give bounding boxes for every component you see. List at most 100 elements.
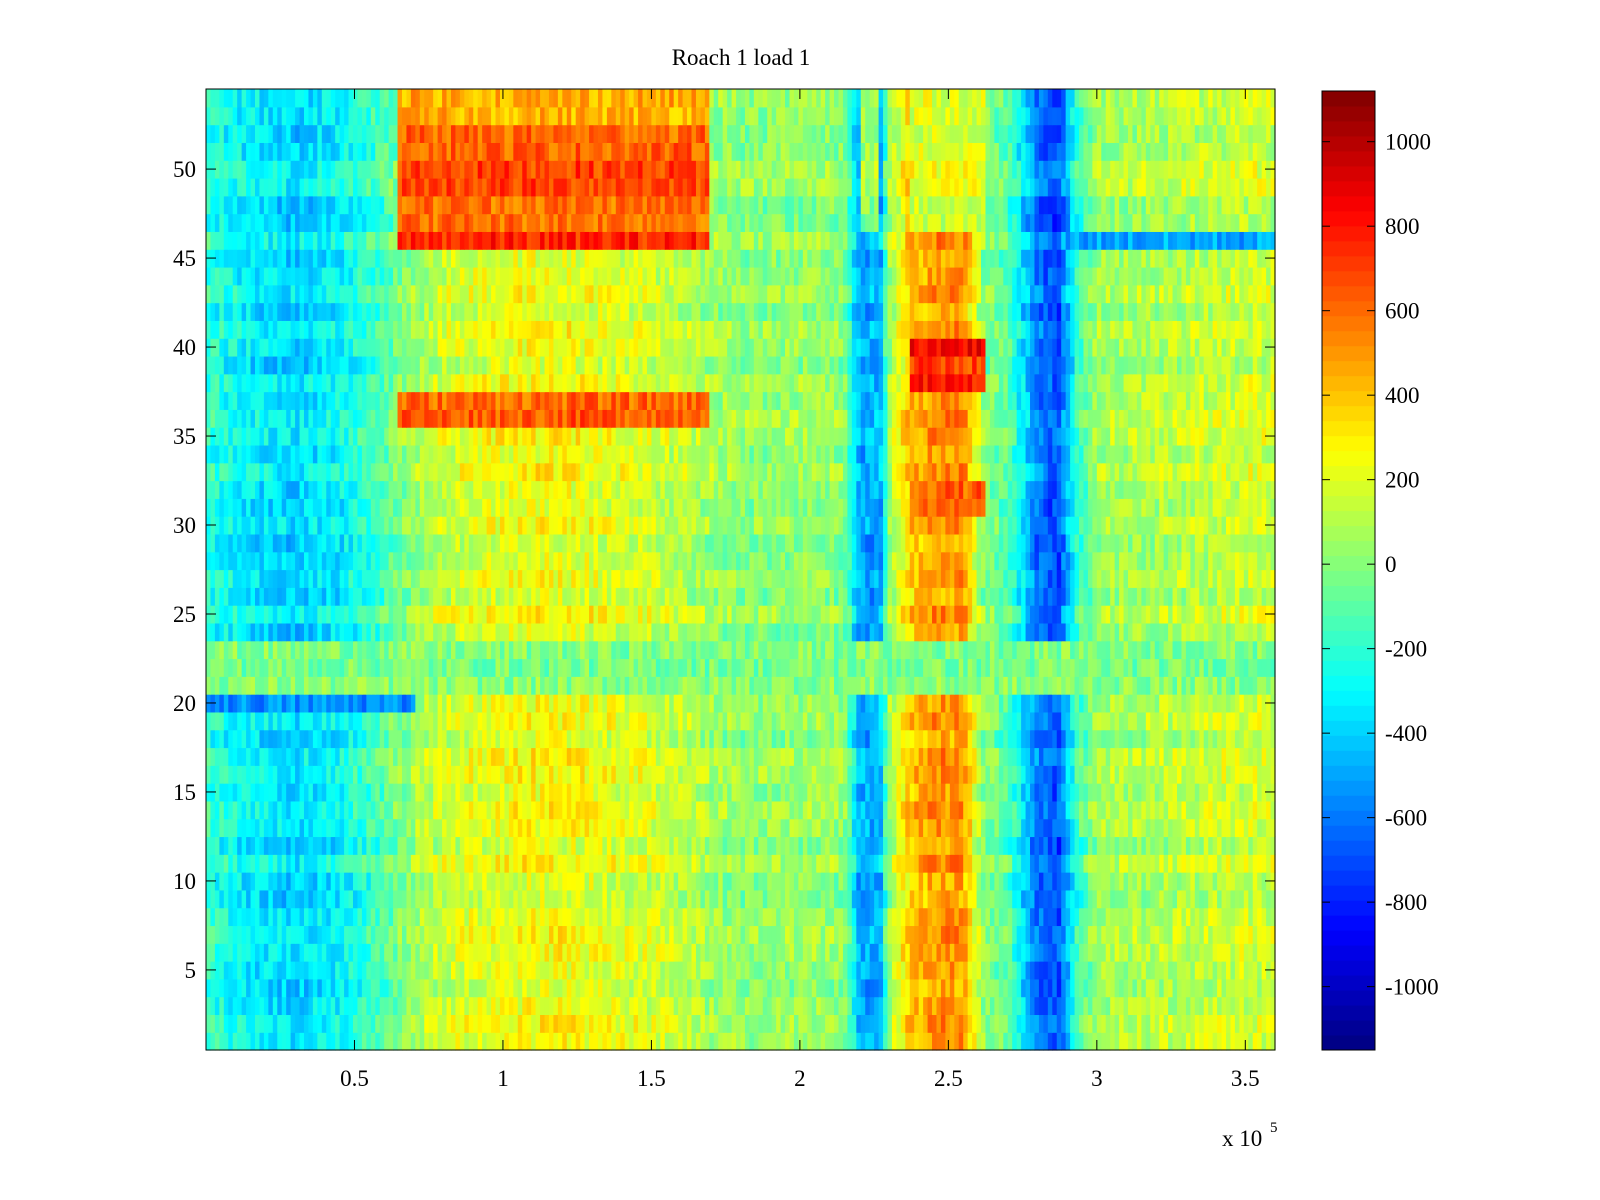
heatmap-cell [531, 943, 537, 962]
heatmap-cell [326, 961, 332, 980]
heatmap-cell [1092, 1014, 1098, 1033]
heatmap-cell [1025, 872, 1031, 891]
heatmap-cell [272, 943, 278, 962]
heatmap-cell [1038, 889, 1044, 909]
heatmap-cell [811, 872, 817, 891]
heatmap-cell [914, 711, 920, 731]
heatmap-cell [744, 729, 750, 749]
heatmap-cell [272, 854, 278, 873]
heatmap-cell [330, 711, 336, 731]
heatmap-cell [237, 872, 243, 891]
heatmap-cell [771, 978, 777, 998]
heatmap-cell [486, 925, 492, 944]
heatmap-cell [664, 747, 670, 766]
heatmap-cell [508, 925, 514, 944]
heatmap-cell [905, 854, 911, 873]
heatmap-cell [272, 925, 278, 944]
heatmap-cell [468, 925, 474, 944]
heatmap-cell [312, 818, 318, 838]
heatmap-cell [255, 907, 261, 927]
heatmap-cell [214, 765, 220, 784]
heatmap-cell [450, 694, 457, 713]
heatmap-cell [1007, 783, 1013, 802]
heatmap-cell [1212, 872, 1218, 891]
heatmap-cell [206, 747, 212, 766]
heatmap-cell [633, 729, 639, 749]
heatmap-cell [807, 925, 813, 944]
heatmap-cell [1087, 747, 1093, 766]
heatmap-cell [1074, 694, 1080, 713]
heatmap-cell [459, 907, 465, 927]
heatmap-cell [896, 783, 902, 802]
heatmap-cell [246, 729, 252, 749]
heatmap-cell [437, 889, 443, 909]
heatmap-cell [357, 711, 363, 731]
heatmap-cell [495, 961, 501, 980]
heatmap-cell [842, 961, 848, 980]
heatmap-cell [932, 907, 938, 927]
heatmap-cell [379, 996, 385, 1016]
heatmap-cell [513, 961, 519, 980]
heatmap-cell [339, 889, 345, 909]
heatmap-cell [780, 978, 786, 998]
heatmap-cell [228, 889, 234, 909]
heatmap-cell [593, 925, 599, 944]
heatmap-cell [1141, 996, 1147, 1016]
heatmap-cell [379, 711, 385, 731]
heatmap-cell [548, 800, 555, 820]
heatmap-cell [277, 1032, 283, 1051]
heatmap-cell [1007, 747, 1013, 766]
heatmap-cell [1038, 729, 1044, 749]
heatmap-cell [918, 943, 924, 962]
heatmap-cell [664, 978, 670, 998]
heatmap-cell [553, 747, 559, 766]
heatmap-cell [1177, 694, 1183, 713]
heatmap-cell [602, 1032, 608, 1051]
heatmap-cell [540, 1032, 546, 1051]
heatmap-cell [419, 747, 425, 766]
heatmap-cell [700, 907, 706, 927]
heatmap-cell [878, 729, 884, 749]
heatmap-cell [424, 907, 430, 927]
heatmap-cell [1038, 836, 1044, 855]
heatmap-cell [339, 925, 345, 944]
heatmap-cell [370, 711, 376, 731]
heatmap-cell [1101, 711, 1107, 731]
heatmap-cell [651, 961, 657, 980]
heatmap-cell [246, 711, 252, 731]
heatmap-cell [736, 978, 742, 998]
heatmap-cell [330, 676, 336, 695]
heatmap-cell [214, 996, 220, 1016]
heatmap-cell [883, 978, 889, 998]
heatmap-cell [384, 676, 390, 695]
heatmap-cell [401, 996, 408, 1016]
heatmap-cell [860, 1032, 866, 1051]
heatmap-cell [575, 783, 581, 802]
heatmap-cell [415, 800, 421, 820]
heatmap-cell [865, 694, 871, 713]
heatmap-cell [620, 925, 626, 944]
heatmap-cell [535, 729, 541, 749]
heatmap-cell [388, 818, 394, 838]
heatmap-cell [1248, 711, 1254, 731]
heatmap-cell [655, 961, 661, 980]
heatmap-cell [1087, 800, 1093, 820]
heatmap-cell [1047, 765, 1053, 784]
heatmap-cell [856, 818, 862, 838]
heatmap-cell [718, 836, 724, 855]
heatmap-cell [1154, 747, 1160, 766]
heatmap-cell [620, 996, 626, 1016]
heatmap-cell [900, 1032, 906, 1051]
heatmap-cell [277, 925, 283, 944]
heatmap-cell [776, 694, 782, 713]
heatmap-cell [348, 747, 354, 766]
heatmap-cell [228, 978, 234, 998]
heatmap-cell [513, 676, 519, 695]
heatmap-cell [606, 978, 612, 998]
heatmap-cell [1092, 800, 1098, 820]
heatmap-cell [722, 800, 728, 820]
heatmap-cell [963, 889, 969, 909]
heatmap-cell [709, 747, 715, 766]
heatmap-cell [874, 765, 880, 784]
heatmap-cell [1203, 907, 1209, 927]
